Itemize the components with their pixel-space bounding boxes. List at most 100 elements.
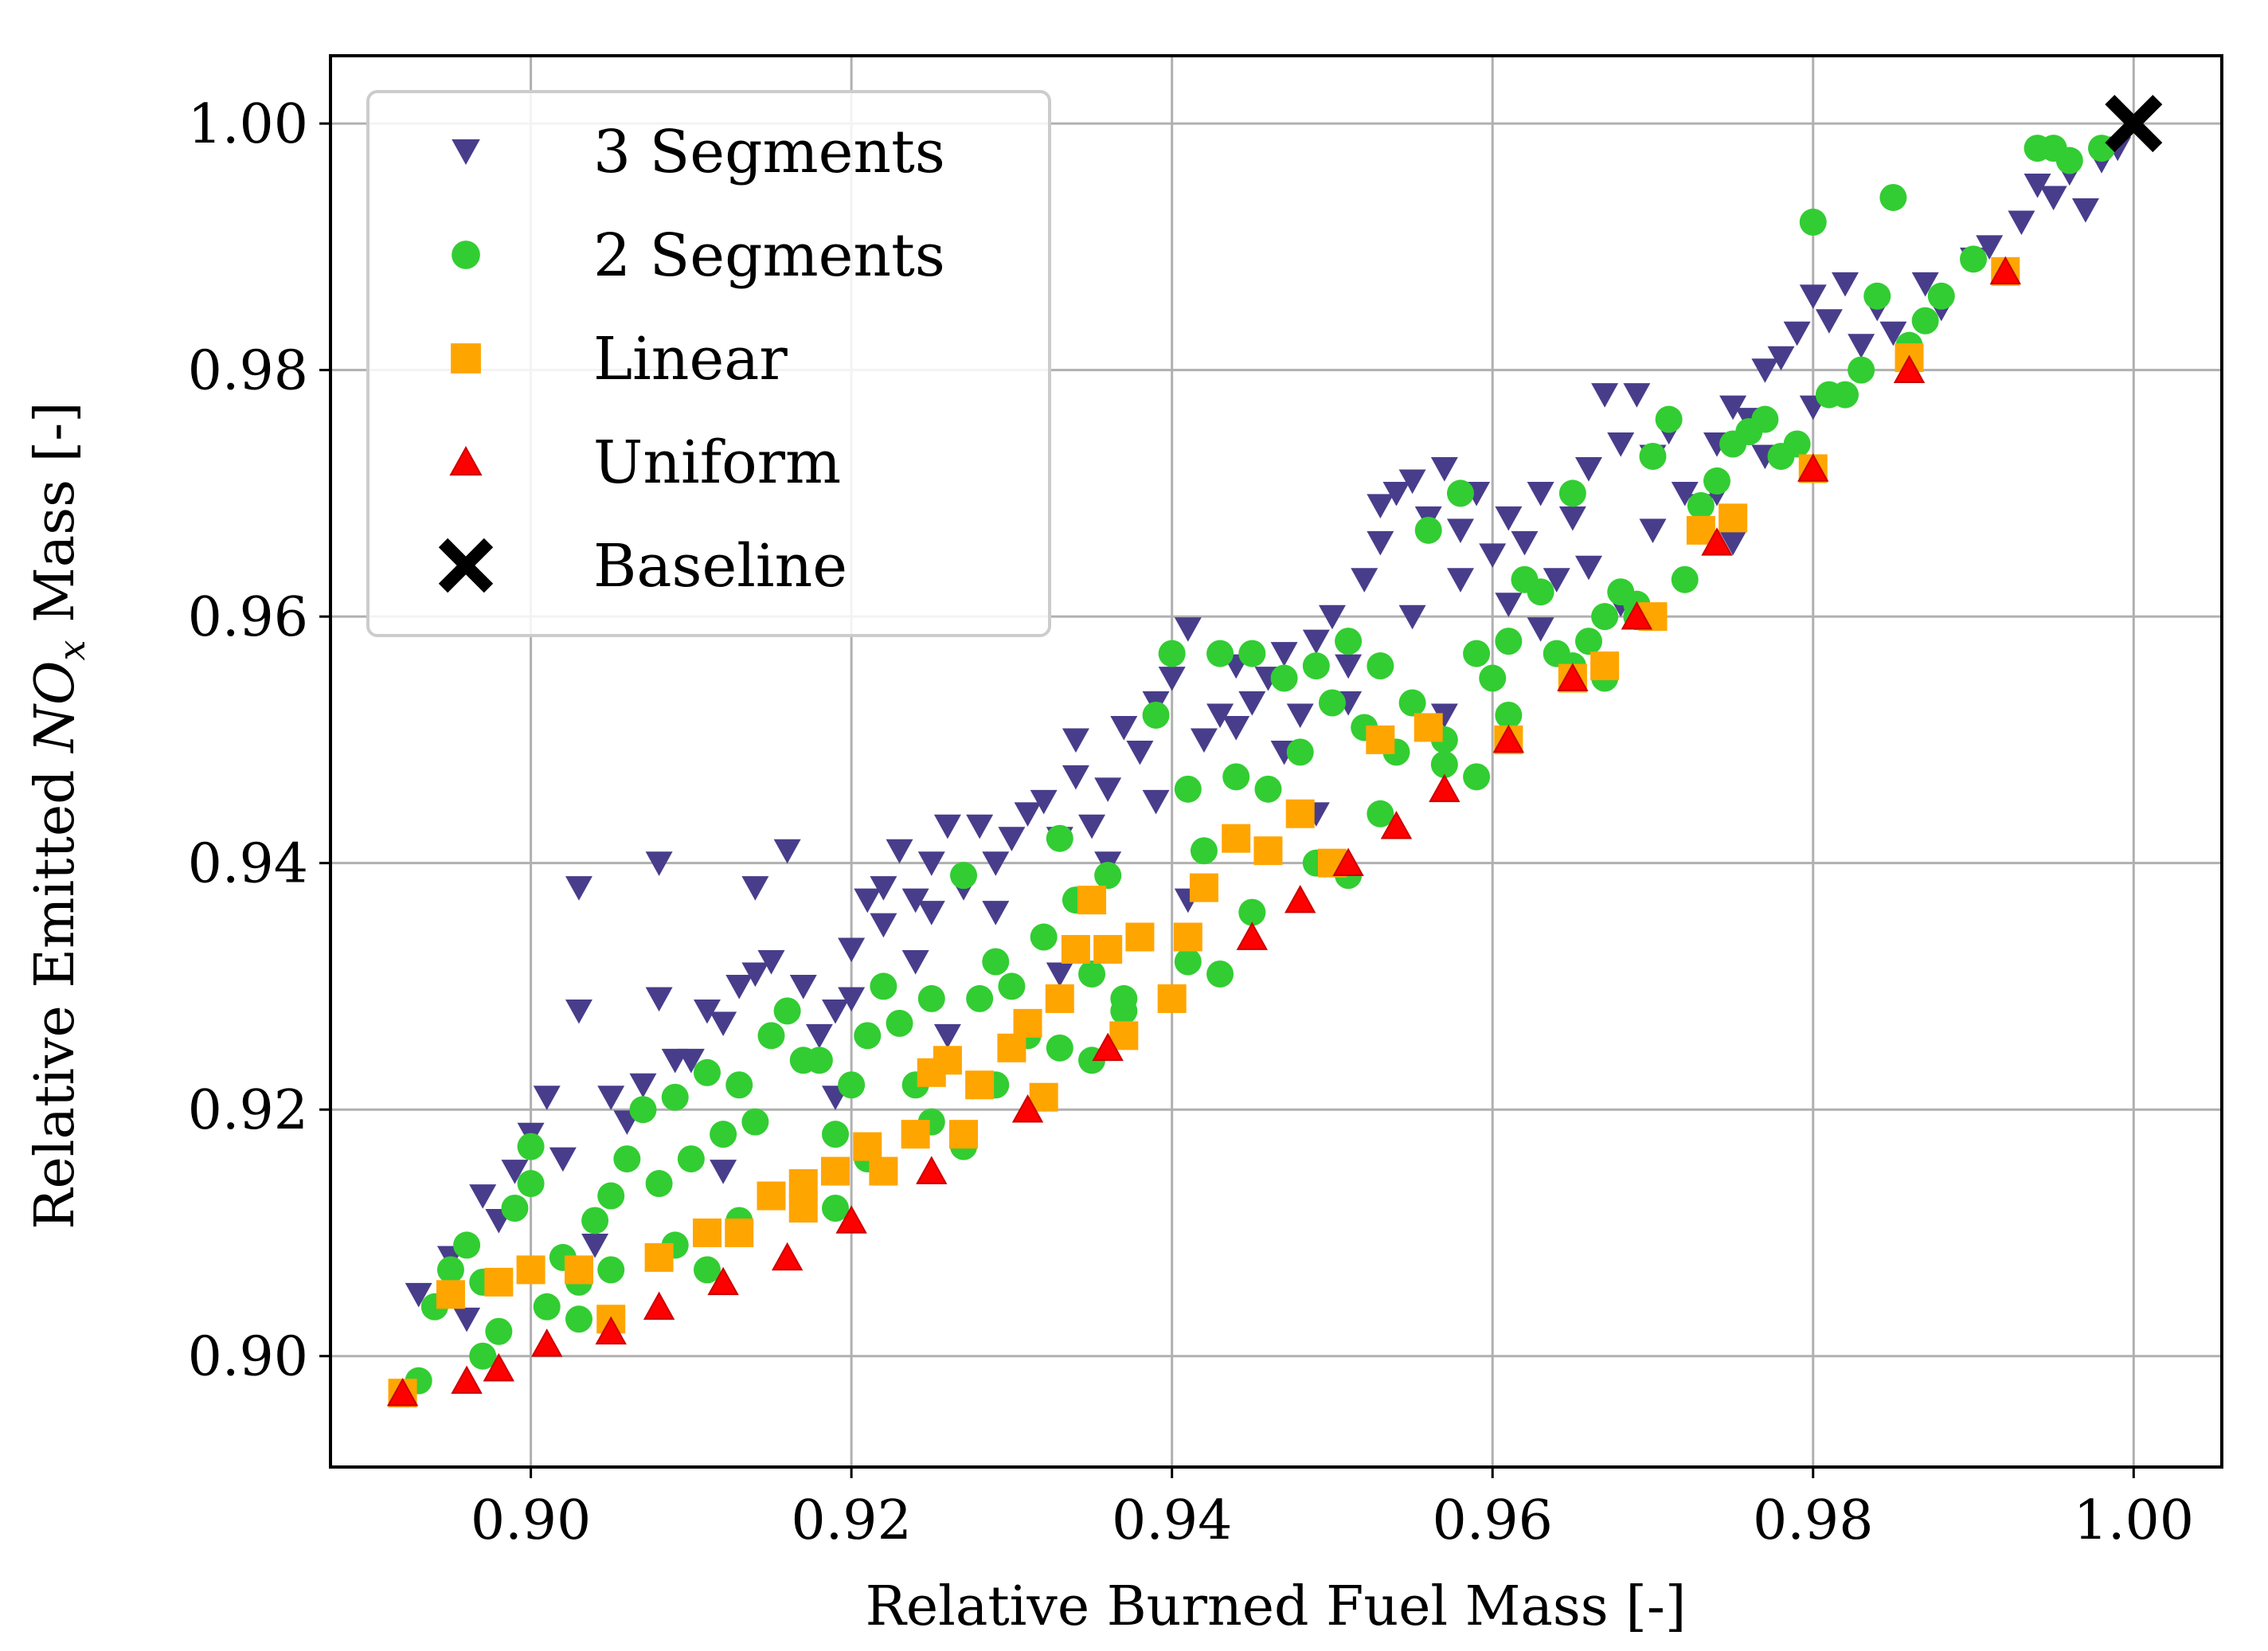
point-3-segments [1832,272,1859,297]
point-3-segments [1799,284,1827,309]
point-2-segments [1367,800,1394,827]
point-2-segments [854,1022,882,1050]
point-2-segments [2055,147,2083,174]
point-2-segments [1046,1034,1073,1062]
point-3-segments [1174,617,1202,642]
point-2-segments [1463,640,1491,667]
point-linear [901,1120,930,1149]
point-2-segments [1574,628,1602,655]
point-2-segments [1078,960,1106,988]
point-linear [1414,713,1443,742]
point-3-segments [565,999,592,1024]
point-uniform [451,1365,483,1394]
point-3-segments [1623,383,1651,408]
y-tick-label: 0.90 [188,1326,308,1389]
y-axis-title-math-subscript: x [50,640,93,660]
series-uniform [386,256,2021,1406]
point-3-segments [741,962,769,988]
point-linear [965,1070,995,1100]
point-uniform [1989,256,2021,285]
point-linear [933,1046,962,1075]
point-3-segments [838,937,866,963]
point-3-segments [838,987,866,1012]
point-2-segments [1398,689,1426,717]
point-3-segments [1046,962,1073,988]
point-2-segments [1479,664,1507,692]
point-uniform [1429,773,1461,803]
point-2-segments [1960,245,1988,273]
point-3-segments [1351,568,1378,593]
point-uniform [1092,1032,1124,1062]
point-3-segments [933,1023,961,1049]
point-3-segments [1511,530,1539,556]
point-3-segments [1574,555,1602,581]
point-linear [1173,922,1202,952]
point-3-segments [1815,309,1843,334]
point-2-segments [1495,701,1523,729]
point-linear [853,1132,882,1161]
point-3-segments [2008,210,2035,236]
point-2-segments [436,1256,464,1284]
point-2-segments [1591,603,1619,631]
point-3-segments [581,1233,609,1258]
point-uniform [771,1242,804,1271]
point-linear [1061,935,1090,964]
point-2-segments [757,1022,785,1050]
legend-label-2-segments: 2 Segments [593,221,945,290]
point-3-segments [1527,617,1554,642]
point-2-segments [1927,282,1955,310]
point-3-segments [2039,186,2067,211]
point-3-segments [1639,518,1667,543]
y-axis-title: Relative Emitted NOx Mass [-] [24,401,93,1229]
y-tick-label: 0.98 [188,340,308,403]
point-uniform [386,1377,419,1406]
point-linear [869,1156,898,1186]
x-axis-title: Relative Burned Fuel Mass [-] [866,1575,1687,1638]
point-2-segments [1783,430,1811,458]
point-3-segments [1848,334,1875,358]
point-2-segments [517,1170,545,1198]
point-3-segments [1206,703,1234,729]
y-tick-label: 0.94 [188,833,308,896]
point-linear [1222,824,1251,853]
point-2-segments [613,1145,641,1173]
point-2-segments [1751,405,1779,433]
point-3-segments [998,827,1026,851]
point-3-segments [741,876,769,901]
x-tick-label: 0.94 [1112,1489,1232,1552]
point-2-segments [1174,948,1202,976]
point-3-segments [1911,272,1939,297]
x-tick-label: 0.90 [471,1489,591,1552]
point-3-segments [1142,789,1170,815]
point-3-segments [2071,198,2099,223]
point-3-segments [870,876,897,901]
point-2-segments [565,1305,592,1333]
point-linear [1125,922,1155,952]
point-2-segments [1238,640,1266,667]
point-3-segments [1126,740,1154,765]
point-2-segments [693,1058,721,1086]
point-linear [1093,935,1123,964]
point-3-segments [1367,530,1394,556]
point-3-segments [1607,432,1635,457]
point-2-segments [581,1207,609,1234]
point-2-segments [1863,282,1891,310]
point-3-segments [1094,777,1122,802]
point-uniform [1893,354,1926,383]
legend-marker-2-segments [452,241,480,269]
point-uniform [1236,921,1269,950]
point-2-segments [1286,738,1314,766]
point-3-segments [1367,494,1394,519]
point-3-segments [1767,346,1795,371]
legend-item-2-segments: 2 Segments [452,221,945,290]
legend-label-3-segments: 3 Segments [593,118,945,186]
point-3-segments [645,987,673,1012]
point-3-segments [1574,456,1602,482]
series-2-segments [405,135,2116,1395]
point-2-segments [966,984,994,1012]
y-tick-label: 0.96 [188,586,308,649]
point-3-segments [1302,629,1330,655]
point-3-segments [629,1073,657,1098]
point-2-segments [693,1256,721,1284]
point-linear [949,1120,979,1149]
